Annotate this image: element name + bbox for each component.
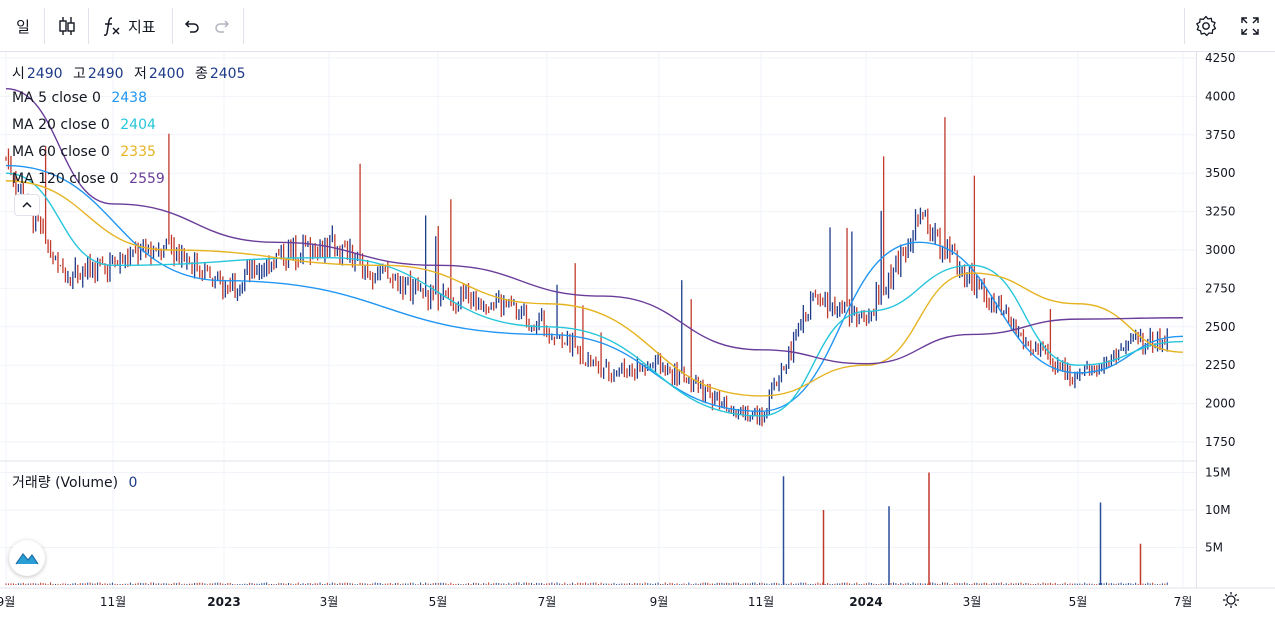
price-tick-label: 3000 [1205,243,1236,257]
close-value: 2405 [209,66,246,82]
fullscreen-button[interactable] [1232,0,1268,52]
ma5-value: 2438 [111,90,147,106]
interval-label: 일 [16,17,30,36]
fx-icon [103,17,120,36]
low-label: 저 [133,66,147,82]
ma20-label: MA 20 close 0 [12,117,110,133]
volume-tick-label: 5M [1205,541,1223,555]
price-tick-label: 2750 [1205,281,1236,295]
ma60-value: 2335 [120,144,156,160]
ohlc-legend: 시 2490 고 2490 저 2400 종 2405 [12,63,245,83]
tradingview-logo-button[interactable] [9,540,45,576]
open-value: 2490 [26,66,63,82]
close-label: 종 [194,66,208,82]
volume-tick-label: 15M [1205,466,1231,480]
volume-value: 0 [128,475,138,491]
volume-bars [5,472,1168,585]
ma-line [5,180,1184,397]
undo-button[interactable] [176,0,206,52]
time-tick-label: 7월 [1174,595,1193,609]
price-tick-label: 2000 [1205,397,1236,411]
high-value: 2490 [87,66,124,82]
price-tick-label: 2500 [1205,320,1236,334]
time-axis-settings-icon [1223,592,1239,608]
ma-line [5,88,1184,365]
ma120-label: MA 120 close 0 [12,171,119,187]
ma20-value: 2404 [120,117,156,133]
volume-tick-label: 10M [1205,503,1231,517]
time-tick-label: 5월 [1069,595,1088,609]
ma5-legend[interactable]: MA 5 close 0 2438 [12,90,147,106]
time-tick-label: 11월 [100,595,126,609]
volume-label: 거래량 (Volume) [12,475,119,491]
ma-line [5,164,1184,412]
volume-axis: 5M 10M 15M [1205,466,1231,555]
chevron-up-icon [22,201,32,208]
time-tick-label: 11월 [748,595,774,609]
chart-grid [0,52,1196,588]
low-value: 2400 [148,66,185,82]
candle-style-icon [59,17,75,35]
time-tick-label: 9월 [0,595,15,609]
interval-button[interactable]: 일 [2,0,44,52]
time-axis: 9월 11월 2023 3월 5월 7월 9월 11월 2024 3월 5월 7월 [0,595,1192,609]
ma5-label: MA 5 close 0 [12,90,101,106]
settings-button[interactable] [1188,0,1224,52]
redo-button[interactable] [208,0,238,52]
high-label: 고 [72,66,86,82]
ma60-legend[interactable]: MA 60 close 0 2335 [12,144,156,160]
price-axis-border [1196,52,1197,588]
time-tick-label: 7월 [538,595,557,609]
time-tick-label: 9월 [650,595,669,609]
settings-icon [1196,15,1217,37]
price-tick-label: 3250 [1205,205,1236,219]
indicators-button[interactable]: 지표 [94,0,166,52]
ma60-label: MA 60 close 0 [12,144,110,160]
price-tick-label: 4250 [1205,51,1236,65]
chart-toolbar: 일 지표 [0,0,1275,52]
logo-icon [15,553,39,565]
toolbar-separator [88,8,89,44]
price-axis: 1750 2000 2250 2500 2750 3000 3250 3500 3750 4000… [1205,51,1236,449]
toolbar-separator [243,8,244,44]
undo-icon [184,20,199,33]
time-tick-label: 5월 [429,595,448,609]
redo-icon [215,20,230,33]
price-tick-label: 3500 [1205,166,1236,180]
ma120-value: 2559 [129,171,165,187]
toolbar-separator [172,8,173,44]
chart-style-button[interactable] [46,0,88,52]
time-tick-label: 2024 [849,595,882,609]
open-label: 시 [12,66,25,82]
ma20-legend[interactable]: MA 20 close 0 2404 [12,117,156,133]
ma120-legend[interactable]: MA 120 close 0 2559 [12,171,165,187]
toolbar-separator [1184,8,1185,44]
price-tick-label: 2250 [1205,358,1236,372]
fullscreen-icon [1241,17,1259,35]
time-tick-label: 3월 [963,595,982,609]
price-tick-label: 1750 [1205,435,1236,449]
ma-line [5,172,1184,417]
time-tick-label: 3월 [320,595,339,609]
price-tick-label: 4000 [1205,89,1236,103]
moving-average-lines [5,88,1184,417]
volume-legend[interactable]: 거래량 (Volume) 0 [12,472,137,492]
indicators-label: 지표 [128,17,156,36]
toolbar-separator [44,8,45,44]
price-tick-label: 3750 [1205,128,1236,142]
time-tick-label: 2023 [207,595,240,609]
legend-collapse-button[interactable] [14,194,40,216]
